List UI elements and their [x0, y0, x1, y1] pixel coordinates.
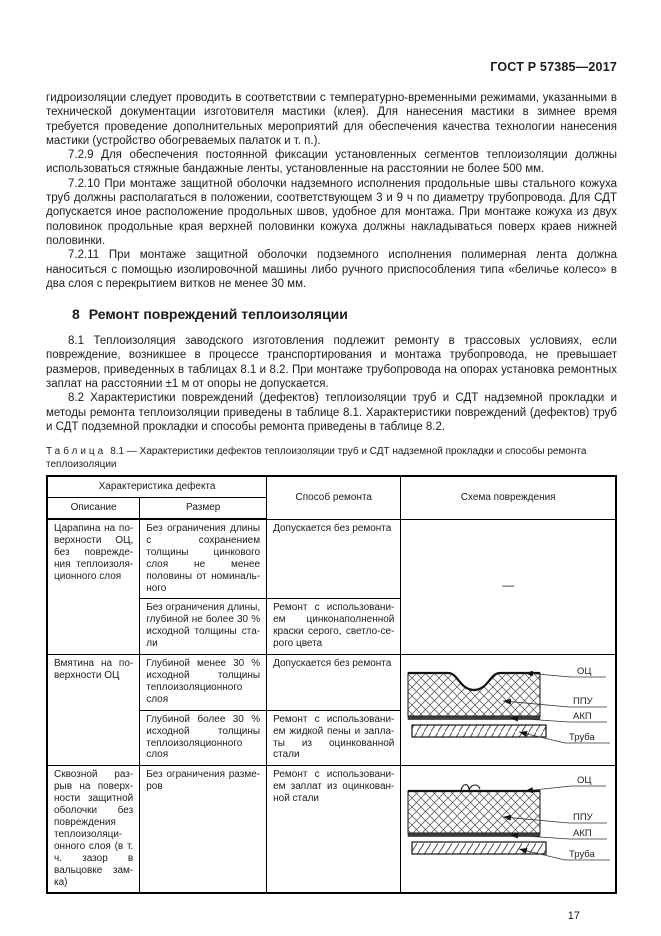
cell-scheme-tear: ОЦ ППУ АКП Труба — [400, 765, 617, 894]
table-caption: Таблица 8.1 — Характеристики дефектов теп… — [46, 445, 617, 471]
table-row: Вмятина на по­верхности ОЦ Глубиной мене… — [46, 654, 617, 767]
leader-pipe — [519, 848, 566, 861]
foam-layer — [407, 672, 541, 717]
cell-repair: Ремонт с использовани­ем цинконаполненно… — [266, 598, 402, 656]
pipe-layer — [411, 724, 547, 738]
tear-mark — [460, 784, 481, 791]
paragraph-7-2-11: 7.2.11 При монтаже защитной оболочки под… — [46, 249, 617, 290]
cell-repair: Ремонт с использовани­ем заплат из оцинк… — [266, 765, 402, 894]
label-oc: ОЦ — [577, 775, 591, 786]
tear-damage-diagram: ОЦ ППУ АКП Труба — [407, 775, 611, 861]
table-row: Сквозной раз­рыв на поверх­ности защитно… — [46, 765, 617, 894]
leader-akp — [510, 715, 570, 723]
table-row: Царапина на по­верхности ОЦ, без поврежд… — [46, 518, 617, 656]
pipe-layer — [411, 841, 547, 856]
label-ppu: ППУ — [573, 812, 594, 823]
cell-size: Без ограничения длины с сохранением толщ… — [139, 518, 268, 600]
paragraph-7-2-9: 7.2.9 Для обеспечения постоянной фиксаци… — [46, 149, 617, 176]
label-pipe: Труба — [569, 732, 596, 743]
dent-damage-diagram: ОЦ ППУ АКП Труба — [407, 666, 611, 744]
cell-size: Глубиной менее 30 % ис­ходной толщины те… — [139, 654, 268, 711]
cell-repair: Допускается без ремонта — [266, 518, 402, 600]
table-caption-label: Таблица — [46, 446, 107, 458]
leader-oc — [525, 670, 572, 678]
table-caption-text: 8.1 — Характеристики дефектов теплоизоля… — [46, 446, 587, 471]
defects-table: Характеристика дефекта Способ ремонта Сх… — [46, 475, 617, 895]
leader-ppu — [503, 699, 570, 708]
cell-repair: Ремонт с использовани­ем жидкой пены и з… — [266, 709, 402, 767]
standard-number: ГОСТ Р 57385—2017 — [490, 60, 617, 74]
cell-description-dent: Вмятина на по­верхности ОЦ — [46, 654, 141, 767]
cell-size: Без ограничения разме­ров — [139, 765, 268, 894]
label-ppu: ППУ — [573, 696, 594, 707]
leader-ppu — [503, 815, 570, 824]
cell-description-scratch: Царапина на по­верхности ОЦ, без поврежд… — [46, 518, 141, 656]
section-heading: 8 Ремонт повреждений теплоизоляции — [46, 306, 617, 322]
cell-scheme-none: — — [400, 518, 617, 656]
paragraph-continuation: гидроизоляции следует проводить в соотве… — [46, 92, 617, 147]
leader-akp — [510, 832, 570, 840]
header-defect-group: Характеристика дефекта — [46, 475, 268, 499]
paragraph-8-2: 8.2 Характеристики повреждений (дефектов… — [46, 392, 617, 433]
paragraph-8-1: 8.1 Теплоизоляция заводского изготовлени… — [46, 335, 617, 391]
table-row: Без ограничения длины, глубиной не более… — [47, 598, 616, 656]
no-scheme-dash: — — [502, 578, 515, 593]
label-pipe: Труба — [569, 849, 596, 860]
section-title: Ремонт повреждений теплоизоляции — [88, 306, 348, 323]
cell-scheme-dent: ОЦ ППУ АКП Труба — [400, 654, 617, 767]
akp-layer — [408, 833, 541, 838]
paragraph-7-2-10: 7.2.10 При монтаже защитной оболочки над… — [46, 177, 617, 247]
cell-repair: Допускается без ремонта — [266, 654, 402, 711]
akp-layer — [408, 716, 541, 721]
section-number: 8 — [72, 306, 80, 323]
page-number: 17 — [567, 910, 580, 923]
cell-size: Глубиной более 30 % ис­ходной толщины те… — [139, 709, 268, 767]
leader-pipe — [519, 731, 566, 744]
table-row: Глубиной более 30 % ис­ходной толщины те… — [47, 709, 616, 767]
label-akp: АКП — [573, 828, 592, 839]
casing-top-line — [408, 672, 541, 692]
leader-oc — [525, 786, 572, 794]
cell-description-tear: Сквозной раз­рыв на поверх­ности защитно… — [46, 765, 141, 894]
label-oc: ОЦ — [577, 666, 591, 677]
header-scheme: Схема повреждения — [400, 475, 617, 520]
foam-layer — [407, 790, 541, 834]
label-akp: АКП — [573, 711, 592, 722]
cell-size: Без ограничения длины, глубиной не более… — [139, 598, 268, 656]
header-description: Описание — [46, 497, 141, 521]
header-size: Размер — [139, 497, 268, 521]
header-repair: Способ ремонта — [266, 475, 402, 520]
